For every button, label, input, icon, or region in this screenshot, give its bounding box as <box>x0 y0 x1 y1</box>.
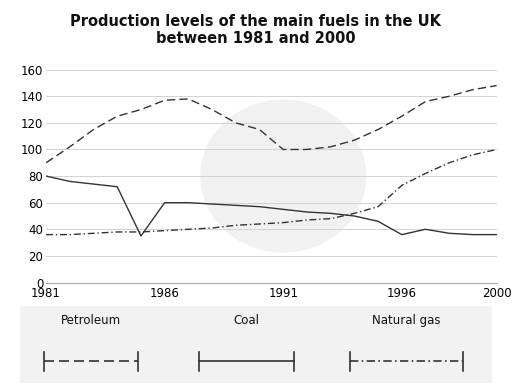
Text: Petroleum: Petroleum <box>61 314 121 327</box>
Text: Natural gas: Natural gas <box>373 314 441 327</box>
FancyBboxPatch shape <box>11 304 501 385</box>
Ellipse shape <box>200 99 366 253</box>
Text: Coal: Coal <box>233 314 260 327</box>
Text: Production levels of the main fuels in the UK
between 1981 and 2000: Production levels of the main fuels in t… <box>71 14 441 46</box>
